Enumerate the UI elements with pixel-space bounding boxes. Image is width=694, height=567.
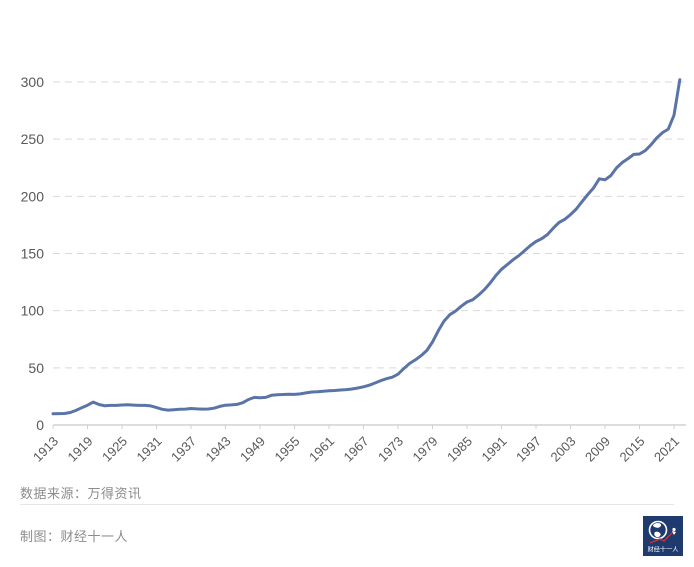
y-tick-label: 100	[21, 303, 45, 319]
x-tick-label: 2015	[617, 434, 648, 465]
y-tick-label: 0	[36, 417, 44, 433]
x-tick-label: 1925	[99, 434, 130, 465]
x-tick-label: 2021	[651, 434, 682, 465]
y-tick-label: 50	[28, 360, 44, 376]
x-tick-label: 2009	[582, 434, 613, 465]
x-tick-label: 1913	[30, 434, 61, 465]
globe-icon	[648, 520, 668, 540]
x-tick-label: 1931	[134, 434, 165, 465]
footer-divider	[20, 504, 674, 505]
x-tick-label: 1919	[65, 434, 96, 465]
logo-text: 财经十一人	[648, 546, 679, 554]
rising-line-icon	[649, 527, 676, 544]
x-tick-label: 1955	[272, 434, 303, 465]
x-tick-label: 1991	[479, 434, 510, 465]
x-tick-label: 1949	[237, 434, 268, 465]
x-tick-label: 1961	[306, 434, 337, 465]
y-tick-label: 200	[21, 188, 45, 204]
y-tick-label: 150	[21, 246, 45, 262]
y-tick-label: 300	[21, 74, 45, 90]
x-tick-label: 1967	[341, 434, 372, 465]
x-tick-label: 1937	[168, 434, 199, 465]
x-tick-label: 1979	[410, 434, 441, 465]
x-tick-label: 1985	[444, 434, 475, 465]
x-tick-label: 1943	[203, 434, 234, 465]
x-tick-label: 2003	[548, 434, 579, 465]
cpi-line	[51, 78, 682, 416]
data-source-label: 数据来源：万得资讯	[20, 486, 142, 501]
publisher-logo: 财经十一人	[643, 516, 683, 556]
y-tick-label: 250	[21, 131, 45, 147]
x-tick-label: 1973	[375, 434, 406, 465]
x-tick-label: 1997	[513, 434, 544, 465]
credit-label: 制图：财经十一人	[20, 529, 129, 544]
plot-area: 0 50 100 150 200 250 300 1913 1919 1925 1931 1937 19…	[21, 74, 686, 465]
